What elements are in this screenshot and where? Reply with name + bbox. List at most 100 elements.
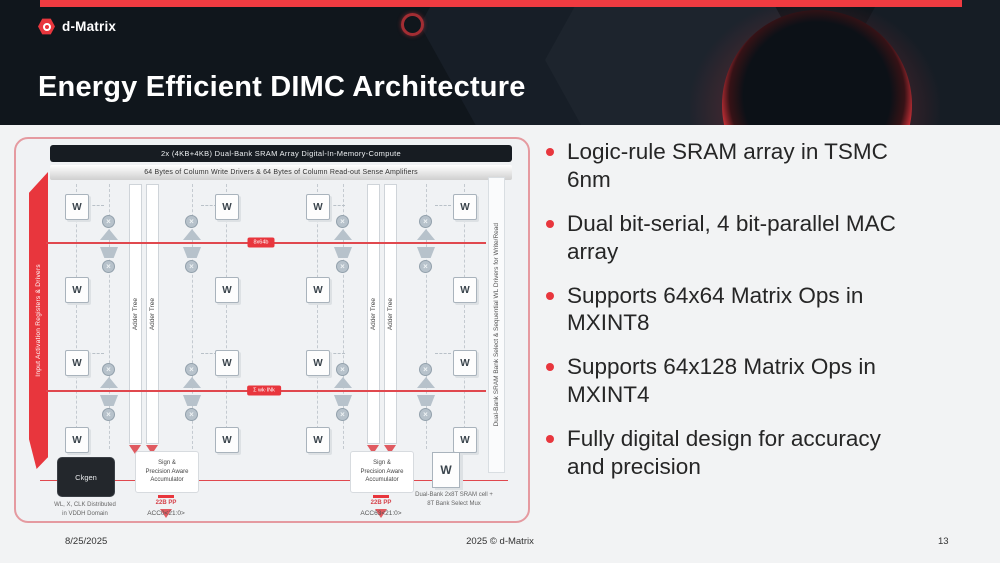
- w-cell: W: [65, 194, 89, 220]
- footer-date: 8/25/2025: [65, 536, 108, 547]
- down-arrow-icon: [375, 509, 387, 518]
- driver-icon: [417, 229, 435, 240]
- bank-select-label: Dual-Bank SRAM Bank Select & Sequential …: [493, 223, 500, 427]
- sram-cell-caption: Dual-Bank 2x8T SRAM cell + 8T Bank Selec…: [415, 492, 493, 507]
- dmatrix-logo: d-Matrix: [38, 18, 116, 35]
- acc0-output-label: ACC0<21:0>: [147, 510, 185, 517]
- accumulator-box: Sign & Precision Aware Accumulator: [135, 451, 199, 493]
- driver-icon: [334, 377, 352, 388]
- bus1-label: 8x64b: [247, 237, 275, 248]
- w-cell: W: [65, 350, 89, 376]
- bullet-text: Fully digital design for accuracy and pr…: [567, 426, 881, 480]
- adder-tree-label: Adder Tree: [387, 297, 394, 331]
- bullet-text: Supports 64x64 Matrix Ops in MXINT8: [567, 282, 864, 336]
- w-cell: W: [453, 427, 477, 453]
- bullet-dot: [546, 291, 554, 300]
- column-line: [464, 184, 465, 449]
- multiplier-icon: ×: [336, 408, 349, 421]
- footer-copyright: 2025 © d-Matrix: [466, 536, 534, 547]
- w-cell: W: [215, 350, 239, 376]
- bullet-item: Logic-rule SRAM array in TSMC 6nm: [546, 138, 970, 194]
- w-cell: W: [215, 427, 239, 453]
- multiplier-icon: ×: [102, 408, 115, 421]
- multiplier-icon: ×: [102, 260, 115, 273]
- adder-tree-label: Adder Tree: [132, 297, 139, 331]
- column-line: [317, 184, 318, 449]
- w-cell: W: [453, 277, 477, 303]
- multiplier-icon: ×: [185, 408, 198, 421]
- w-cell: W: [65, 427, 89, 453]
- bullet-dot: [546, 435, 554, 444]
- input-activation-bar: Input Activation Registers & Drivers: [29, 172, 48, 469]
- column-line: [109, 184, 110, 449]
- driver-icon: [100, 247, 118, 258]
- multiplier-icon: ×: [419, 260, 432, 273]
- multiplier-icon: ×: [419, 363, 432, 376]
- driver-icon: [417, 395, 435, 406]
- bullet-dot: [546, 219, 554, 228]
- bullet-text: Supports 64x128 Matrix Ops in MXINT4: [567, 354, 876, 408]
- multiplier-icon: ×: [185, 260, 198, 273]
- column-line: [226, 184, 227, 449]
- column-line: [343, 184, 344, 449]
- column-line: [76, 184, 77, 449]
- partial-product-bar: [373, 495, 389, 498]
- adder-tree-bar: Adder Tree: [367, 184, 380, 444]
- sram-array-banner: 2x (4KB+4KB) Dual-Bank SRAM Array Digita…: [50, 145, 512, 162]
- w-cell: W: [65, 277, 89, 303]
- driver-icon: [417, 377, 435, 388]
- bullet-item: Supports 64x64 Matrix Ops in MXINT8: [546, 282, 970, 338]
- dimc-architecture-diagram: 2x (4KB+4KB) Dual-Bank SRAM Array Digita…: [14, 137, 530, 523]
- w-cell: W: [306, 350, 330, 376]
- w-cell: W: [453, 350, 477, 376]
- down-arrow-icon: [160, 509, 172, 518]
- connector-line: [329, 205, 345, 206]
- partial-product-bar: [158, 495, 174, 498]
- multiplier-icon: ×: [336, 363, 349, 376]
- accumulator-box: Sign & Precision Aware Accumulator: [350, 451, 414, 493]
- bullet-text: Dual bit-serial, 4 bit-parallel MAC arra…: [567, 210, 896, 264]
- slide-title: Energy Efficient DIMC Architecture: [38, 71, 526, 103]
- multiplier-icon: ×: [185, 215, 198, 228]
- adder-tree-bar: Adder Tree: [384, 184, 397, 444]
- multiplier-icon: ×: [185, 363, 198, 376]
- column-line: [192, 184, 193, 449]
- driver-icon: [183, 395, 201, 406]
- ckgen-caption: WL, X, CLK Distributed in VDDH Domain: [54, 502, 116, 517]
- column-line: [426, 184, 427, 449]
- slide-header: d-Matrix Energy Efficient DIMC Architect…: [0, 0, 1000, 125]
- partial-product-label: 22B PP: [155, 500, 177, 506]
- bullet-dot: [546, 148, 554, 156]
- driver-icon: [417, 247, 435, 258]
- bus2-label: Σ wk·INk: [247, 385, 281, 396]
- partial-product-label: 22B PP: [370, 500, 392, 506]
- driver-icon: [183, 247, 201, 258]
- w-cell: W: [306, 194, 330, 220]
- adder-tree-label: Adder Tree: [370, 297, 377, 331]
- column-drivers-bar: 64 Bytes of Column Write Drivers & 64 By…: [50, 165, 512, 180]
- w-cell: W: [306, 427, 330, 453]
- down-arrow-icon: [146, 445, 158, 454]
- logo-text: d-Matrix: [62, 19, 117, 34]
- bank-select-bar: Dual-Bank SRAM Bank Select & Sequential …: [488, 177, 505, 473]
- bullet-item: Supports 64x128 Matrix Ops in MXINT4: [546, 353, 970, 409]
- input-activation-label: Input Activation Registers & Drivers: [35, 264, 42, 377]
- dmatrix-hexagon-icon: [38, 18, 55, 35]
- bullet-dot: [546, 363, 554, 372]
- multiplier-icon: ×: [336, 215, 349, 228]
- driver-icon: [100, 395, 118, 406]
- adder-tree-bar: Adder Tree: [146, 184, 159, 444]
- driver-icon: [334, 247, 352, 258]
- connector-line: [201, 205, 217, 206]
- down-arrow-icon: [367, 445, 379, 454]
- connector-line: [201, 353, 217, 354]
- driver-icon: [183, 377, 201, 388]
- clock-generator-box: Ckgen: [57, 457, 115, 497]
- sram-weight-cell: W: [432, 452, 460, 488]
- bullet-item: Dual bit-serial, 4 bit-parallel MAC arra…: [546, 210, 970, 266]
- adder-tree-label: Adder Tree: [149, 297, 156, 331]
- down-arrow-icon: [384, 445, 396, 454]
- multiplier-icon: ×: [336, 260, 349, 273]
- driver-icon: [334, 395, 352, 406]
